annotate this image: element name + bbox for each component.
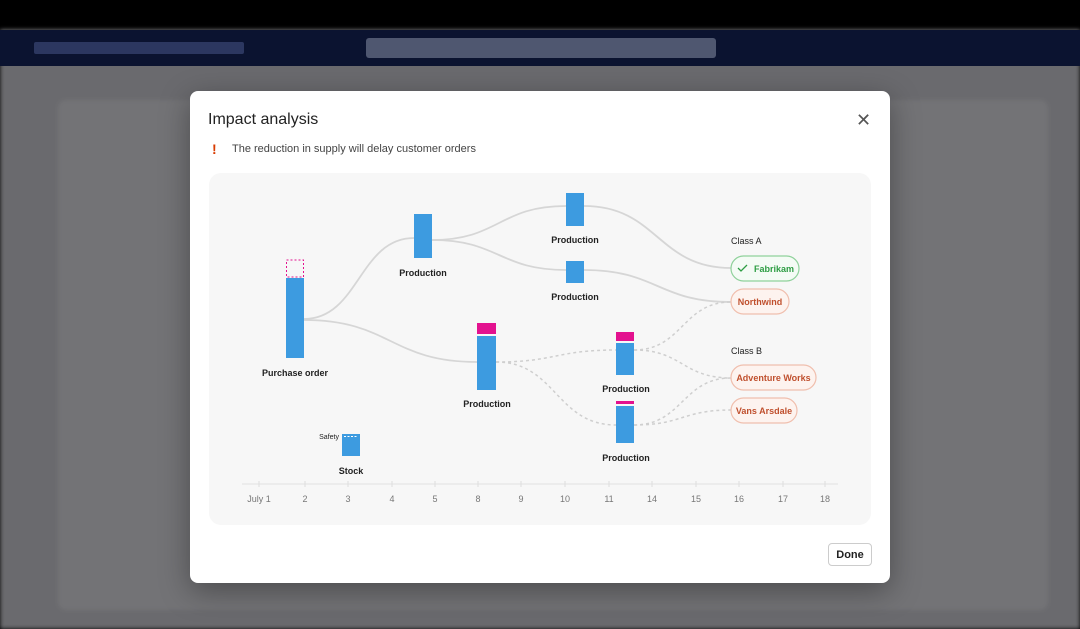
customer-name: Vans Arsdale: [736, 406, 792, 416]
link: [431, 205, 567, 241]
diagram-canvas: July 1 2 3 4 5 8 9 10 11 14 15 16 17 18 Purchase order…: [242, 193, 838, 504]
axis-label: 5: [432, 494, 437, 504]
p4-supply-bar: [477, 336, 496, 390]
link-dashed: [633, 301, 732, 351]
customer-pill: [730, 364, 817, 391]
axis-label: 9: [518, 494, 523, 504]
link: [303, 237, 415, 320]
customer-pill: [730, 397, 798, 424]
axis-label: 15: [691, 494, 701, 504]
close-icon[interactable]: ✕: [856, 110, 872, 131]
p6-supply-bar: [616, 406, 634, 443]
search-box: [366, 38, 716, 58]
p5-supply-bar: [616, 343, 634, 375]
class-label: Class B: [731, 346, 762, 356]
axis-label: 8: [475, 494, 480, 504]
p1-supply-bar: [414, 214, 432, 258]
axis-label: 17: [778, 494, 788, 504]
node-label: Production: [399, 268, 447, 278]
dialog-title: Impact analysis: [208, 111, 319, 128]
app-header: [0, 30, 1080, 66]
p3-supply-bar: [566, 261, 584, 283]
impact-analysis-dialog: Impact analysis ✕ ! The reduction in sup…: [190, 91, 890, 583]
customer-name: Adventure Works: [736, 373, 810, 383]
customer-name: Northwind: [738, 297, 783, 307]
link: [303, 319, 478, 363]
axis-label: 11: [604, 494, 613, 504]
exclamation-icon: !: [212, 141, 217, 157]
safety-label: Safety: [319, 434, 339, 441]
impact-diagram: July 1 2 3 4 5 8 9 10 11 14 15 16 17 18 Purchase order…: [209, 173, 871, 525]
class-label: Class A: [731, 236, 762, 246]
node-label: Production: [602, 453, 650, 463]
link: [431, 239, 567, 271]
customer-pill: [730, 288, 790, 315]
done-button[interactable]: Done: [828, 543, 872, 566]
p4-shortfall-bar: [477, 323, 496, 334]
axis-label: July 1: [247, 494, 271, 504]
node-label: Production: [551, 235, 599, 245]
axis-label: 4: [389, 494, 394, 504]
node-label: Production: [602, 384, 650, 394]
p6-shortfall-bar: [616, 401, 634, 404]
link-dashed: [495, 361, 617, 426]
axis-label: 2: [302, 494, 307, 504]
customer-pill: [730, 255, 800, 282]
p5-shortfall-bar: [616, 332, 634, 341]
check-icon: [737, 264, 748, 272]
axis-label: 10: [560, 494, 570, 504]
node-label: Production: [551, 292, 599, 302]
link-dashed: [633, 409, 732, 426]
stock-supply-bar: [342, 434, 360, 456]
node-label: Purchase order: [262, 368, 329, 378]
app-title: [34, 42, 244, 54]
link: [583, 205, 732, 269]
axis-label: 16: [734, 494, 744, 504]
po-missing-supply: [286, 259, 304, 278]
link-dashed: [495, 349, 617, 363]
warning-message: The reduction in supply will delay custo…: [232, 143, 476, 155]
node-label: Stock: [339, 466, 365, 476]
axis-label: 3: [345, 494, 350, 504]
link-dashed: [633, 377, 732, 426]
axis-label: 14: [647, 494, 657, 504]
link: [583, 269, 732, 303]
axis-label: 18: [820, 494, 830, 504]
po-supply-bar: [286, 278, 304, 358]
p2-supply-bar: [566, 193, 584, 226]
link-dashed: [633, 349, 732, 379]
customer-name: Fabrikam: [754, 264, 794, 274]
node-label: Production: [463, 399, 511, 409]
